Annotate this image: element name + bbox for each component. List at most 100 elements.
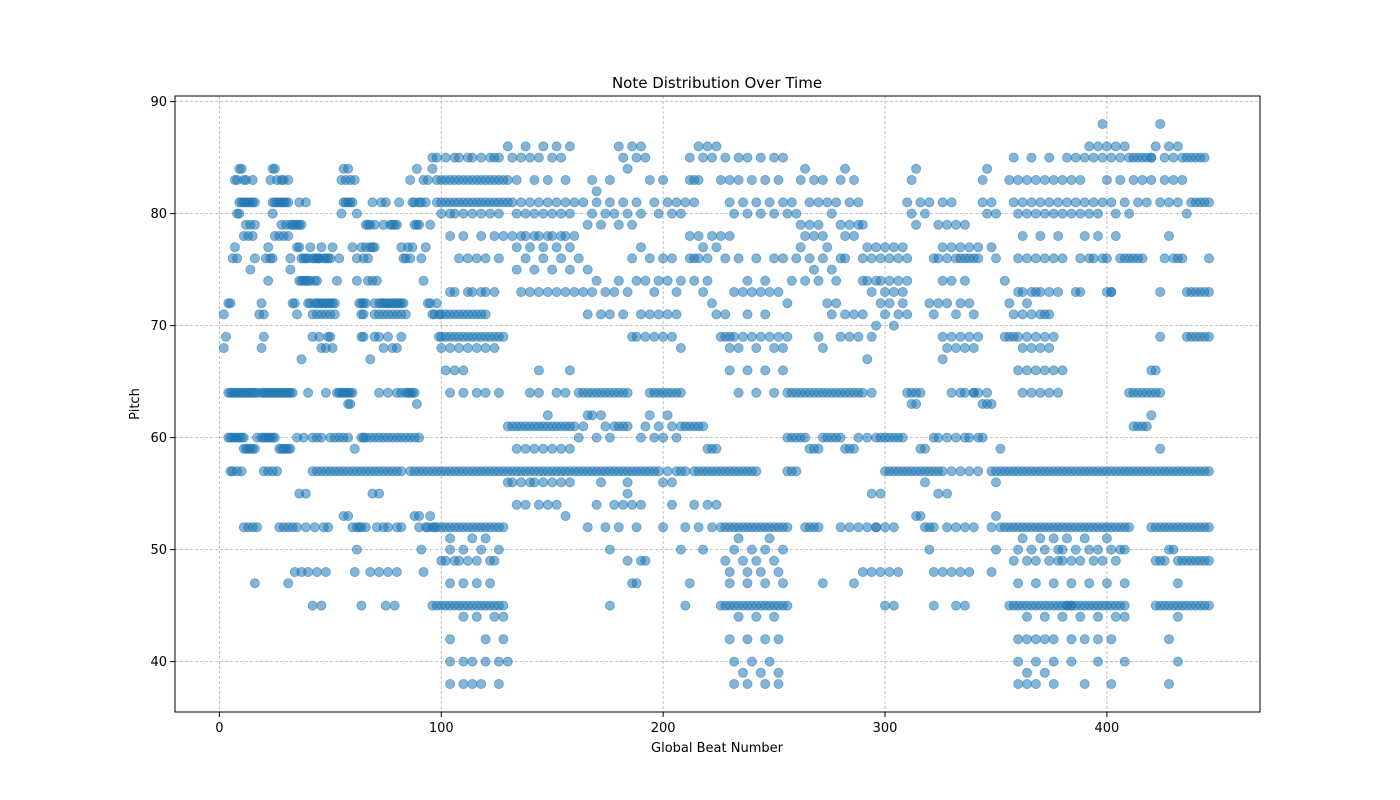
data-point [902,309,913,320]
data-point [369,219,380,230]
chart-title: Note Distribution Over Time [612,74,822,92]
data-point [1048,253,1059,264]
data-point [959,522,970,533]
data-point [853,432,864,443]
data-point [711,309,722,320]
data-point [729,544,740,555]
data-point [358,331,369,342]
data-point [1097,197,1108,208]
data-point [835,219,846,230]
data-point [884,298,895,309]
data-point [942,298,953,309]
data-point [1093,141,1104,152]
data-point [622,477,633,488]
data-point [1084,141,1095,152]
data-point [627,499,638,510]
data-point [1155,443,1166,454]
data-point [296,219,307,230]
data-point [343,510,354,521]
data-point [1022,555,1033,566]
data-point [627,141,638,152]
data-point [511,499,522,510]
data-point [991,208,1002,219]
data-point [698,152,709,163]
data-point [604,309,615,320]
data-point [893,567,904,578]
data-point [1044,286,1055,297]
data-point [380,600,391,611]
data-point [436,208,447,219]
data-point [1070,152,1081,163]
data-point [667,477,678,488]
data-point [396,522,407,533]
data-point [866,567,877,578]
data-point [795,219,806,230]
data-point [835,331,846,342]
data-point [467,533,478,544]
data-point [715,230,726,241]
data-point [485,578,496,589]
data-point [698,544,709,555]
data-point [800,163,811,174]
data-point [1013,634,1024,645]
data-point [529,208,540,219]
data-point [325,253,336,264]
data-point [746,544,757,555]
data-point [693,230,704,241]
data-point [733,611,744,622]
data-point [458,578,469,589]
data-point [476,152,487,163]
data-point [636,208,647,219]
data-point [453,253,464,264]
data-point [1013,679,1024,690]
data-point [358,309,369,320]
data-point [407,242,418,253]
data-point [875,253,886,264]
data-point [769,555,780,566]
data-point [258,331,269,342]
data-point [1093,611,1104,622]
data-point [1146,152,1157,163]
data-point [764,331,775,342]
data-point [1039,611,1050,622]
data-point [999,275,1010,286]
data-point [751,197,762,208]
data-point [1079,230,1090,241]
data-point [849,443,860,454]
data-points [218,119,1215,690]
data-point [760,365,771,376]
data-point [1159,555,1170,566]
data-point [425,219,436,230]
data-point [1048,578,1059,589]
data-point [689,499,700,510]
data-point [1155,387,1166,398]
data-point [684,253,695,264]
data-point [915,197,926,208]
data-point [374,331,385,342]
data-point [1044,197,1055,208]
data-point [263,275,274,286]
data-point [915,387,926,398]
data-point [1030,656,1041,667]
data-point [1017,533,1028,544]
data-point [773,331,784,342]
data-point [367,197,378,208]
data-point [1026,544,1037,555]
data-point [458,611,469,622]
data-point [489,342,500,353]
data-point [1168,174,1179,185]
data-point [857,309,868,320]
data-point [391,219,402,230]
data-point [662,309,673,320]
data-point [675,342,686,353]
data-point [1039,253,1050,264]
data-point [1172,611,1183,622]
data-point [1066,208,1077,219]
data-point [311,567,322,578]
data-point [1150,365,1161,376]
data-point [374,567,385,578]
data-point [800,275,811,286]
data-point [622,421,633,432]
data-point [942,219,953,230]
data-point [804,219,815,230]
